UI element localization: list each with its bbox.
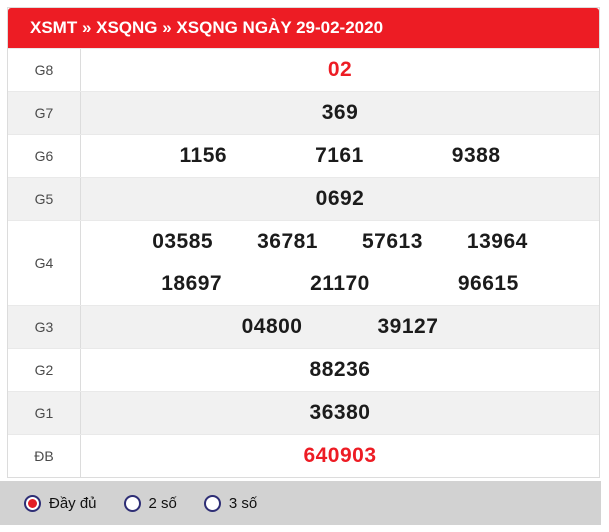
display-option-1[interactable]: Đầy đủ: [24, 494, 97, 512]
prize-label: G8: [8, 49, 81, 91]
prize-number: 02: [327, 58, 353, 81]
prize-label: G7: [8, 92, 81, 134]
display-option-label: Đầy đủ: [49, 494, 97, 512]
prize-number: 7161: [315, 144, 364, 167]
prize-number: 36781: [257, 230, 318, 253]
prize-number: 96615: [457, 272, 519, 295]
radio-button-icon[interactable]: [24, 494, 41, 512]
prize-number: 1156: [179, 144, 228, 167]
prize-values: 0692: [81, 178, 599, 220]
prize-value-line: 640903: [81, 435, 599, 477]
prize-number: 36380: [309, 401, 371, 424]
prize-value-line: 18697 21170 96615: [81, 263, 599, 305]
prize-label: G4: [8, 221, 81, 305]
prize-value-line: 369: [81, 92, 599, 134]
display-option-2[interactable]: 2 số: [123, 494, 177, 512]
prize-label: G2: [8, 349, 81, 391]
display-option-label: 3 số: [228, 494, 258, 512]
prize-value-line: 03585 36781 57613 13964: [81, 221, 599, 263]
prize-number: 640903: [303, 444, 377, 467]
prize-value-line: 02: [81, 49, 599, 91]
prize-number: 9388: [451, 144, 501, 167]
prize-values: 04800 39127: [81, 306, 599, 348]
prize-row-9: ĐB 640903: [8, 434, 599, 477]
prize-value-line: 36380: [81, 392, 599, 434]
display-option-label: 2 số: [148, 494, 177, 512]
prize-number: 03585: [152, 230, 214, 253]
prize-values: 36380: [81, 392, 599, 434]
radio-button-icon[interactable]: [123, 494, 141, 512]
prize-number: 18697: [161, 272, 223, 295]
prize-row-2: G7 369: [8, 91, 599, 134]
prize-number: 369: [321, 101, 359, 124]
prize-row-5: G4 03585 36781 57613 13964 18697 21170 96615: [8, 220, 599, 305]
prize-number: 39127: [377, 315, 439, 338]
prize-row-3: G6 1156 7161 9388: [8, 134, 599, 177]
prize-label: G3: [8, 306, 81, 348]
radio-button-icon[interactable]: [203, 494, 221, 512]
prize-number: 57613: [362, 230, 423, 253]
prize-values: 03585 36781 57613 13964 18697 21170 96615: [81, 221, 599, 305]
prize-values: 1156 7161 9388: [81, 135, 599, 177]
prize-value-line: 1156 7161 9388: [81, 135, 599, 177]
results-table: G8 02 G7 369 G6 1156 7161 9388 G5 0692 G4 …: [8, 48, 599, 477]
prize-values: 02: [81, 49, 599, 91]
prize-values: 640903: [81, 435, 599, 477]
results-panel: XSMT » XSQNG » XSQNG NGÀY 29-02-2020 G8 …: [7, 7, 600, 478]
prize-values: 369: [81, 92, 599, 134]
prize-row-7: G2 88236: [8, 348, 599, 391]
display-option-3[interactable]: 3 số: [203, 494, 258, 512]
display-mode-toolbar: Đầy đủ 2 số 3 số: [0, 481, 601, 525]
prize-label: G6: [8, 135, 81, 177]
prize-label: G5: [8, 178, 81, 220]
radio-selected-dot: [28, 498, 37, 508]
prize-number: 88236: [309, 358, 371, 381]
prize-label: G1: [8, 392, 81, 434]
prize-row-4: G5 0692: [8, 177, 599, 220]
prize-number: 04800: [241, 315, 303, 338]
prize-values: 88236: [81, 349, 599, 391]
prize-row-1: G8 02: [8, 48, 599, 91]
prize-row-8: G1 36380: [8, 391, 599, 434]
prize-row-6: G3 04800 39127: [8, 305, 599, 348]
results-breadcrumb-title: XSMT » XSQNG » XSQNG NGÀY 29-02-2020: [8, 8, 599, 48]
lottery-results-widget: XSMT » XSQNG » XSQNG NGÀY 29-02-2020 G8 …: [0, 7, 601, 525]
prize-label: ĐB: [8, 435, 81, 477]
prize-number: 21170: [310, 272, 370, 295]
prize-number: 0692: [315, 187, 365, 210]
prize-value-line: 0692: [81, 178, 599, 220]
prize-number: 13964: [466, 230, 528, 253]
prize-value-line: 88236: [81, 349, 599, 391]
prize-value-line: 04800 39127: [81, 306, 599, 348]
